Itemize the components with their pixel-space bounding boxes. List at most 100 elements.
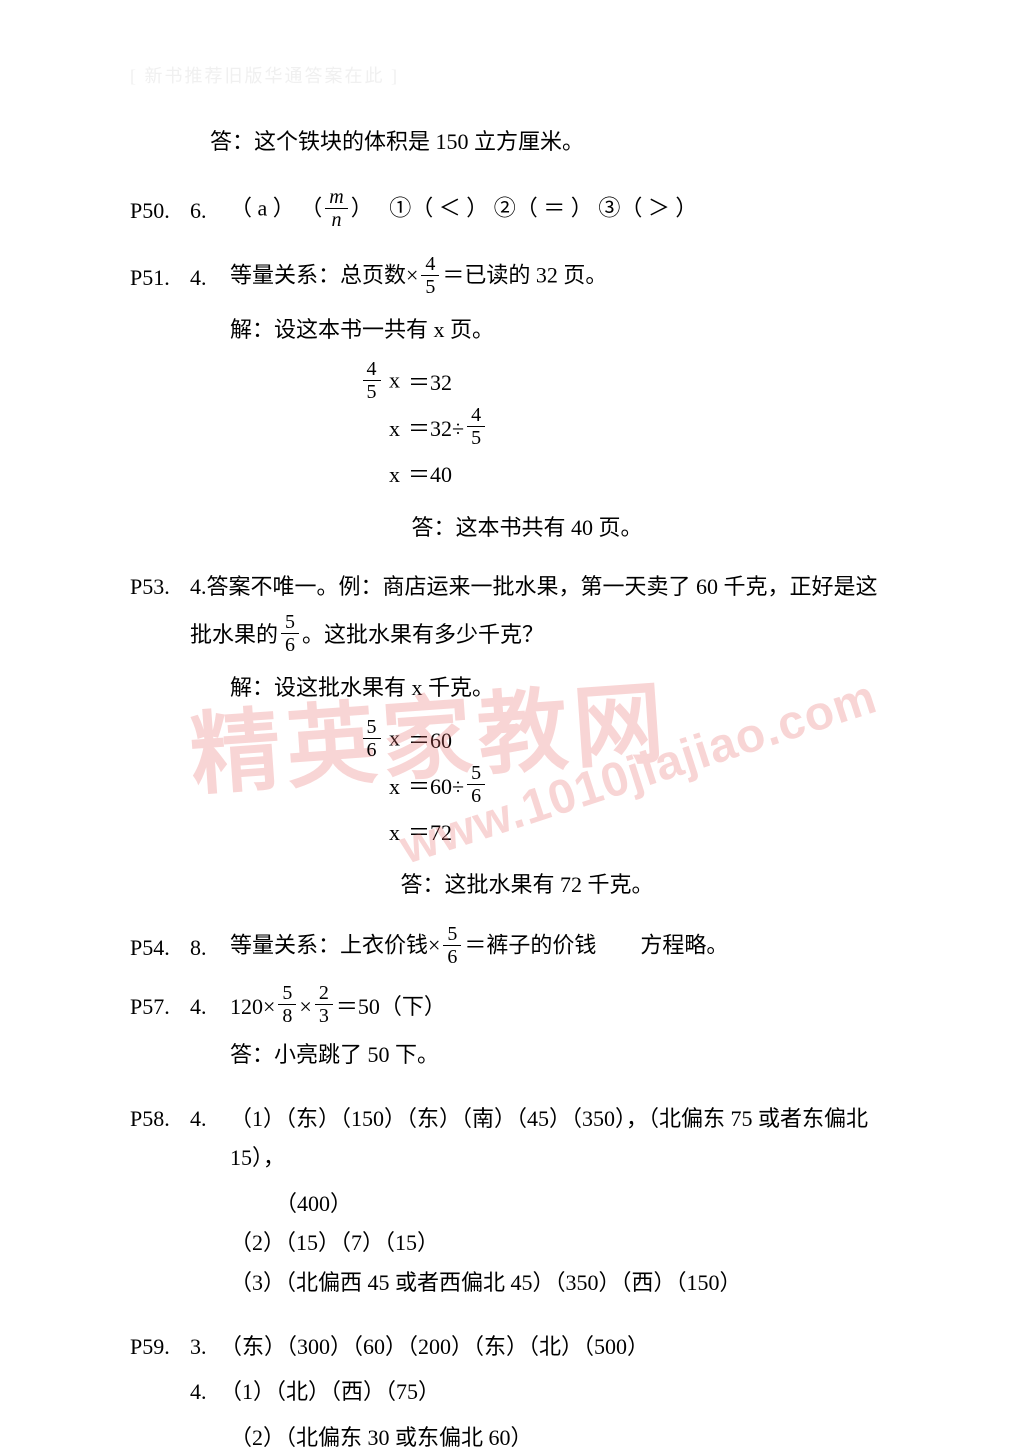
p53-eq1-frac: 56: [363, 716, 381, 761]
p50-body: （ a ） （mn） ①（ ＜ ） ②（ ＝ ） ③（ ＞ ）: [230, 188, 924, 233]
p59-q3num: 3.: [190, 1327, 220, 1367]
p51-eq2: x ＝32÷45: [310, 406, 924, 452]
p51-eq2-lhs: x: [310, 409, 408, 449]
p54-fn: 5: [443, 923, 461, 946]
p57-prefix: P57.: [130, 987, 190, 1027]
p53-eq1-rhs: ＝60: [408, 721, 452, 761]
p53-row: P53. 4.答案不唯一。例：商店运来一批水果，第一天卖了 60 千克，正好是这: [130, 567, 924, 607]
p53-eq3: x ＝72: [310, 809, 924, 855]
p50-c2l: ②: [494, 196, 516, 221]
p50-c1l: ①: [389, 196, 411, 221]
p50-prefix: P50.: [130, 191, 190, 231]
faint-header: [ 新书推荐旧版华通答案在此 ]: [130, 60, 924, 92]
p53-eq1-fd: 6: [363, 739, 381, 761]
p58-l2: （2）（15）（7）（15）: [230, 1223, 924, 1263]
p58-l1: （1）（东）（150）（东）（南）（45）（350），（北偏东 75 或者东偏北…: [230, 1099, 924, 1178]
p50-c1: （ ＜ ）: [411, 196, 488, 221]
p50-row: P50. 6. （ a ） （mn） ①（ ＜ ） ②（ ＝ ） ③（ ＞ ）: [130, 188, 924, 233]
p57-f1n: 5: [278, 982, 296, 1005]
p50-c3: （ ＞ ）: [620, 196, 697, 221]
p51-prefix: P51.: [130, 258, 190, 298]
p53-prefix: P53.: [130, 567, 190, 607]
p53-line2-frac: 56: [281, 611, 299, 656]
p58-l3: （3）（北偏西 45 或者西偏北 45）（350）（西）（150）: [230, 1263, 924, 1303]
p54-row: P54. 8. 等量关系：上衣价钱×56＝裤子的价钱 方程略。: [130, 925, 924, 970]
p59-q4-2: （2）（北偏东 30 或东偏北 60）: [230, 1418, 924, 1447]
p57-a: 120×: [230, 987, 275, 1027]
p50-frac-num: m: [325, 186, 347, 209]
p51-eq1-x: x: [384, 368, 401, 393]
p57-b: ×: [299, 987, 311, 1027]
p58-l1b: （400）: [275, 1184, 924, 1224]
p57-f1d: 8: [278, 1005, 296, 1027]
p58-row: P58. 4. （1）（东）（150）（东）（南）（45）（350），（北偏东 …: [130, 1099, 924, 1178]
p54-frac: 56: [443, 923, 461, 968]
document-page: [ 新书推荐旧版华通答案在此 ] 答：这个铁块的体积是 150 立方厘米。 P5…: [0, 0, 1024, 1447]
p51-eq1-fd: 5: [363, 381, 381, 403]
p51-eq1-frac: 45: [363, 358, 381, 403]
p53-answer: 答：这批水果有 72 千克。: [130, 865, 924, 905]
p57-frac1: 58: [278, 982, 296, 1027]
p50-a: （ a ）: [230, 196, 295, 221]
p51-rel-frac: 45: [421, 253, 439, 298]
p53-eq1-x: x: [384, 725, 401, 750]
p51-setup: 解：设这本书一共有 x 页。: [230, 310, 924, 350]
p51-rel-frac-n: 4: [421, 253, 439, 276]
p53-eq3-rhs: ＝72: [408, 813, 452, 853]
p59-q3: （东）（300）（60）（200）（东）（北）（500）: [220, 1327, 924, 1367]
top-answer: 答：这个铁块的体积是 150 立方厘米。: [210, 122, 924, 162]
p53-line2a: 批水果的: [190, 615, 278, 655]
p51-eq2-fd: 5: [467, 427, 485, 449]
p57-c: ＝50（下）: [336, 987, 446, 1027]
p53-equations: 56 x ＝60 x ＝60÷56 x ＝72: [310, 717, 924, 855]
p51-row: P51. 4. 等量关系：总页数×45＝已读的 32 页。: [130, 255, 924, 300]
p59-row3: P59. 3. （东）（300）（60）（200）（东）（北）（500）: [130, 1327, 924, 1367]
p54-body: 等量关系：上衣价钱×56＝裤子的价钱 方程略。: [230, 925, 924, 970]
p53-eq2-a: ＝60÷: [408, 767, 464, 807]
p50-frac-close: ）: [351, 196, 384, 221]
p51-answer: 答：这本书共有 40 页。: [130, 508, 924, 548]
p59-prefix: P59.: [130, 1327, 190, 1367]
p53-eq2-fd: 6: [467, 785, 485, 807]
p53-l2-fd: 6: [281, 634, 299, 656]
p51-qnum: 4.: [190, 258, 230, 298]
p51-eq2-a: ＝32÷: [408, 409, 464, 449]
p53-line2b: 。这批水果有多少千克？: [302, 615, 544, 655]
p53-line2: 批水果的56。这批水果有多少千克？: [190, 613, 924, 658]
p54-fd: 6: [443, 946, 461, 968]
p50-c2: （ ＝ ）: [516, 196, 593, 221]
p53-line1: 答案不唯一。例：商店运来一批水果，第一天卖了 60 千克，正好是这: [207, 574, 878, 599]
p53-eq2-lhs: x: [310, 767, 408, 807]
p51-rel-frac-d: 5: [421, 276, 439, 298]
p51-eq3-lhs: x: [310, 455, 408, 495]
p53-eq2: x ＝60÷56: [310, 763, 924, 809]
p58-prefix: P58.: [130, 1099, 190, 1139]
p57-qnum: 4.: [190, 987, 230, 1027]
p51-rel-suffix: ＝已读的 32 页。: [442, 263, 607, 288]
p51-eq3-rhs: ＝40: [408, 455, 452, 495]
p58-qnum: 4.: [190, 1099, 230, 1139]
p50-qnum: 6.: [190, 191, 230, 231]
p53-setup: 解：设这批水果有 x 千克。: [230, 668, 924, 708]
p51-eq1-lhs: 45 x: [310, 360, 408, 405]
p51-eq2-rhs: ＝32÷45: [408, 406, 488, 451]
p57-f2d: 3: [315, 1005, 333, 1027]
p51-rel-prefix: 等量关系：总页数×: [230, 263, 418, 288]
p53-eq1-fn: 5: [363, 716, 381, 739]
p50-c3l: ③: [598, 196, 620, 221]
p51-eq1: 45 x ＝32: [310, 360, 924, 406]
p54-rel-prefix: 等量关系：上衣价钱×: [230, 933, 440, 958]
p51-eq2-fn: 4: [467, 404, 485, 427]
p50-frac-open: （: [300, 196, 322, 221]
p54-qnum: 8.: [190, 928, 230, 968]
p53-body: 4.答案不唯一。例：商店运来一批水果，第一天卖了 60 千克，正好是这: [190, 567, 924, 607]
p51-equations: 45 x ＝32 x ＝32÷45 x ＝40: [310, 360, 924, 498]
p50-frac-den: n: [328, 209, 346, 231]
p50-frac: mn: [325, 186, 347, 231]
p51-eq2-frac: 45: [467, 404, 485, 449]
p53-l2-fn: 5: [281, 611, 299, 634]
p59-q4-1: （1）（北）（西）（75）: [220, 1372, 924, 1412]
p54-prefix: P54.: [130, 928, 190, 968]
p53-eq2-fn: 5: [467, 762, 485, 785]
p51-eq3: x ＝40: [310, 452, 924, 498]
